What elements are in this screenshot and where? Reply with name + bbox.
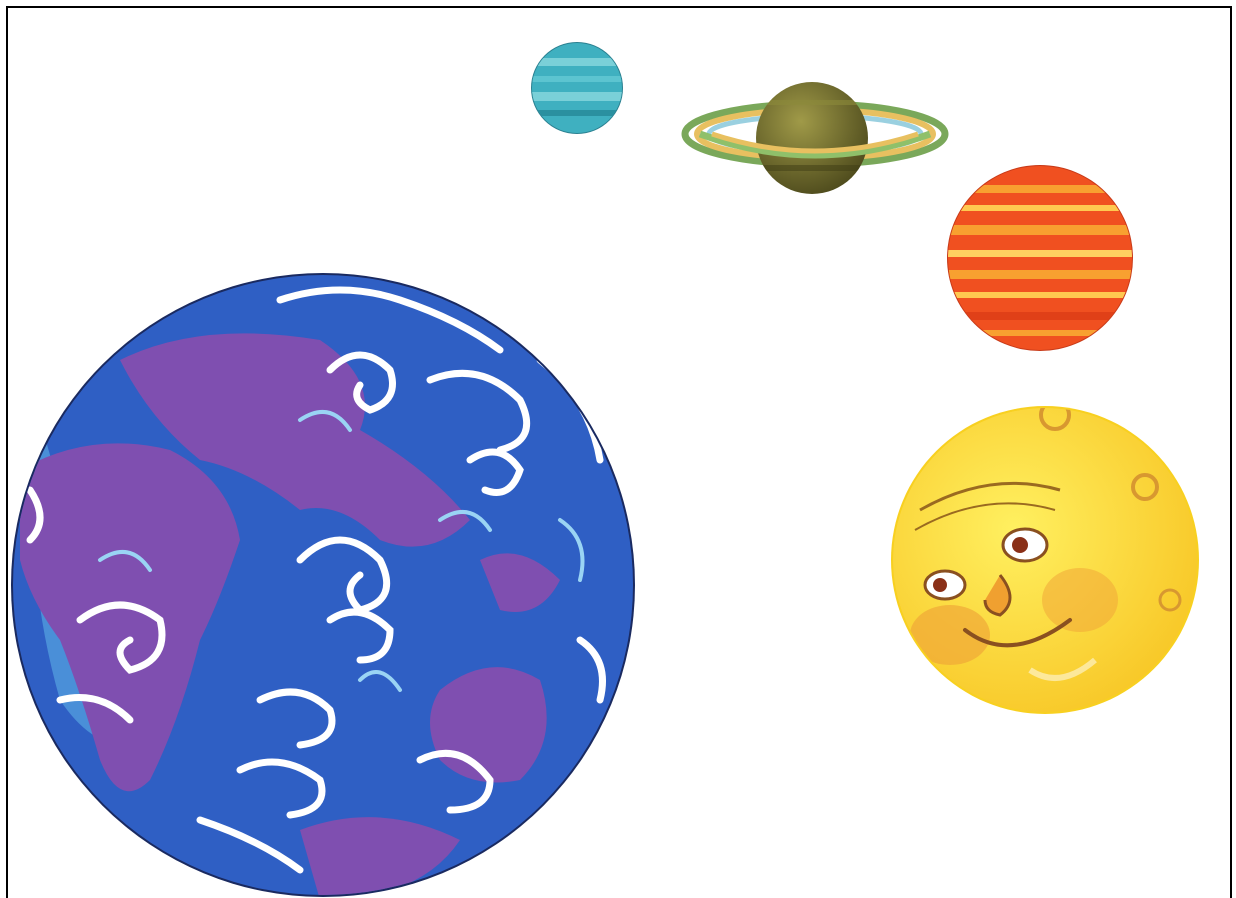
uranus-planet	[531, 42, 623, 134]
moon-face	[891, 406, 1199, 714]
earth-planet	[11, 273, 635, 897]
frame-left-border	[6, 6, 8, 898]
red-planet	[947, 165, 1133, 351]
saturn-planet	[681, 82, 949, 194]
land-europe-asia	[120, 333, 470, 547]
land-africa	[20, 443, 240, 792]
frame-top-border	[6, 6, 1232, 8]
land-australia	[430, 667, 547, 783]
frame-right-border	[1230, 6, 1232, 898]
